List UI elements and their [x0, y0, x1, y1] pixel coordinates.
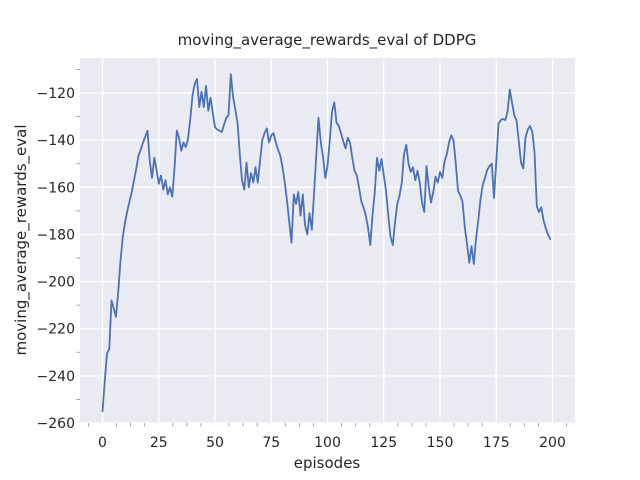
x-tick-label: 25 [150, 435, 168, 451]
y-axis-label: moving_average_rewards_eval [12, 124, 30, 356]
y-tick-label: −140 [37, 133, 75, 149]
x-tick-label: 0 [98, 435, 107, 451]
series-line [101, 73, 552, 413]
x-tick-label: 175 [483, 435, 510, 451]
y-tick-label: −240 [37, 369, 75, 385]
x-axis-label: episodes [293, 454, 361, 472]
x-tick-label: 125 [370, 435, 397, 451]
x-tick-label: 150 [427, 435, 454, 451]
y-tick-label: −220 [37, 322, 75, 338]
y-tick-label: −160 [37, 180, 75, 196]
y-tick-label: −200 [37, 275, 75, 291]
x-tick-label: 50 [206, 435, 224, 451]
y-tick-label: −260 [37, 416, 75, 432]
y-tick-label: −180 [37, 227, 75, 243]
x-tick-label: 100 [314, 435, 341, 451]
x-tick-label: 75 [262, 435, 280, 451]
chart-title: moving_average_rewards_eval of DDPG [177, 31, 477, 49]
x-tick-label: 200 [539, 435, 566, 451]
y-tick-label: −120 [37, 86, 75, 102]
